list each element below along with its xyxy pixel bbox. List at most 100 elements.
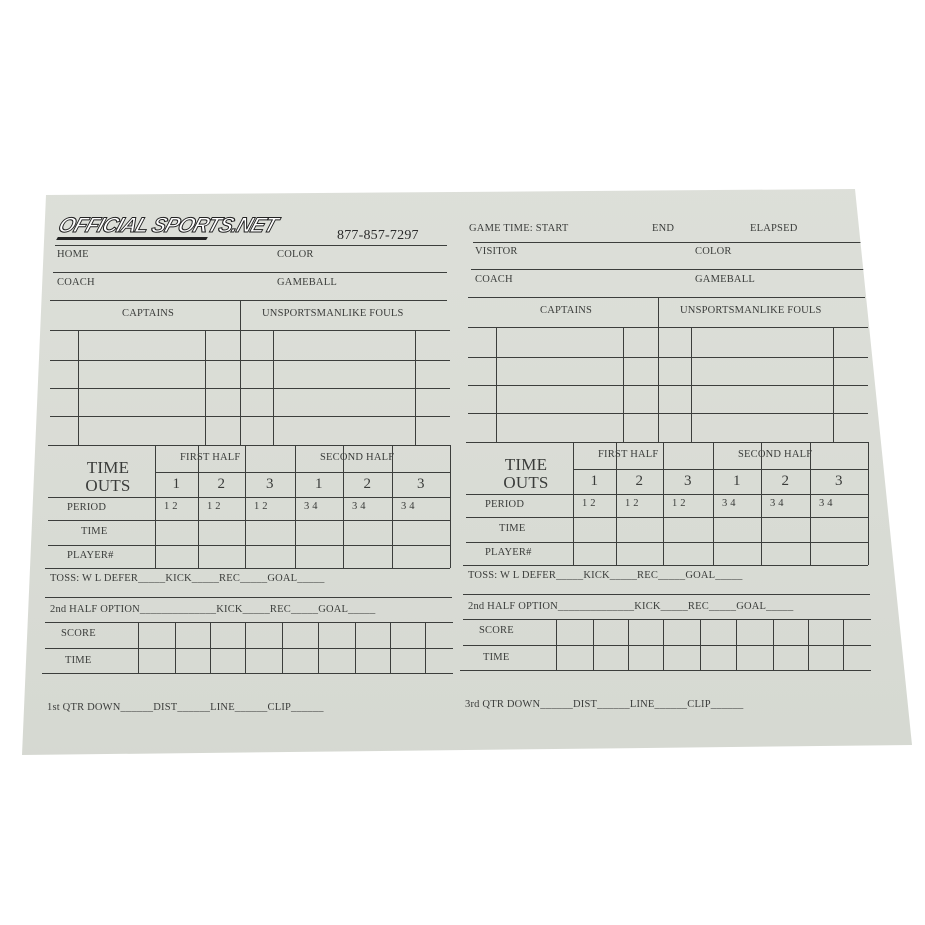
second-half-option-line: 2nd HALF OPTION______________KICK_____RE… <box>50 604 376 615</box>
grid-line <box>556 619 558 670</box>
rule-line <box>466 442 868 444</box>
timeout-number: 2 <box>781 473 790 489</box>
game-time-start-label: GAME TIME: START <box>469 223 569 234</box>
grid-line <box>450 445 452 568</box>
timeout-number: 1 <box>733 473 741 489</box>
rule-line <box>468 385 868 387</box>
first-half-label: FIRST HALF <box>180 452 241 463</box>
team-label: VISITOR <box>475 246 518 257</box>
rule-line <box>55 245 447 247</box>
team-label: HOME <box>57 249 89 260</box>
grid-line <box>623 327 625 442</box>
grid-line <box>318 622 320 673</box>
toss-line: TOSS: W L DEFER_____KICK_____REC_____GOA… <box>468 570 743 581</box>
grid-line <box>700 619 702 670</box>
grid-line <box>245 622 247 673</box>
time-label: TIME <box>499 523 526 534</box>
second-half-label: SECOND HALF <box>738 449 813 460</box>
color-label: COLOR <box>695 246 732 257</box>
period-number: 1 2 <box>582 498 596 509</box>
grid-line <box>343 445 345 568</box>
rule-line <box>45 568 450 570</box>
timeouts-label: TIME OUTS <box>85 458 131 495</box>
captains-label: CAPTAINS <box>540 305 593 316</box>
timeouts-label: TIME OUTS <box>503 455 549 492</box>
grid-line <box>663 442 665 565</box>
grid-line <box>355 622 357 673</box>
gameball-label: GAMEBALL <box>695 274 755 285</box>
period-number: 1 2 <box>672 498 686 509</box>
card-right-half: GAME TIME: START END ELAPSED VISITOR COLO… <box>460 189 893 755</box>
game-time-elapsed-label: ELAPSED <box>750 223 798 234</box>
grid-line <box>78 330 80 445</box>
grid-line <box>628 619 630 670</box>
grid-line <box>155 445 157 568</box>
period-number: 3 4 <box>819 498 833 509</box>
timeout-number: 1 <box>172 476 181 492</box>
timeout-number: 1 <box>590 473 599 489</box>
rule-line <box>50 300 447 302</box>
timeout-number: 3 <box>417 476 425 492</box>
grid-line <box>295 445 297 568</box>
brand-logo: OFFICIAL SPORTS.NET <box>55 214 281 238</box>
timeout-number: 2 <box>363 476 372 492</box>
grid-line <box>138 622 140 673</box>
timeout-number: 2 <box>635 473 644 489</box>
rule-line <box>53 272 447 274</box>
first-half-label: FIRST HALF <box>598 449 659 460</box>
grid-line <box>616 442 618 565</box>
grid-line <box>761 442 763 565</box>
first-qtr-line: 1st QTR DOWN______DIST______LINE______CL… <box>47 702 324 713</box>
period-number: 3 4 <box>304 501 318 512</box>
rule-line <box>50 388 450 390</box>
rule-line <box>466 542 868 544</box>
captains-label: CAPTAINS <box>122 308 175 319</box>
period-label: PERIOD <box>67 502 107 513</box>
rule-line <box>468 413 868 415</box>
score-time-label: TIME <box>483 652 510 663</box>
rule-line <box>463 594 870 596</box>
player-label: PLAYER# <box>485 547 532 558</box>
score-label: SCORE <box>61 628 96 639</box>
first-qtr-line: 3rd QTR DOWN______DIST______LINE______CL… <box>465 699 744 710</box>
grid-line <box>843 619 845 670</box>
grid-line <box>736 619 738 670</box>
period-number: 3 4 <box>401 501 415 512</box>
rule-line <box>45 597 452 599</box>
grid-line <box>658 297 660 442</box>
grid-line <box>415 330 417 445</box>
rule-line <box>463 619 871 621</box>
timeout-number: 2 <box>217 476 226 492</box>
player-label: PLAYER# <box>67 550 114 561</box>
rule-line <box>50 416 450 418</box>
rule-line <box>50 330 450 332</box>
grid-line <box>390 622 392 673</box>
logo-underline <box>56 237 208 240</box>
timeout-number: 1 <box>315 476 323 492</box>
score-time-label: TIME <box>65 655 92 666</box>
fouls-label: UNSPORTSMANLIKE FOULS <box>262 308 404 319</box>
second-half-option-line: 2nd HALF OPTION______________KICK_____RE… <box>468 601 794 612</box>
grid-line <box>245 445 247 568</box>
coach-label: COACH <box>475 274 513 285</box>
fouls-label: UNSPORTSMANLIKE FOULS <box>680 305 822 316</box>
rule-line <box>45 622 453 624</box>
rule-line <box>50 360 450 362</box>
grid-line <box>868 442 870 565</box>
grid-line <box>198 445 200 568</box>
gameball-label: GAMEBALL <box>277 277 337 288</box>
timeout-number: 3 <box>835 473 843 489</box>
rule-line <box>573 469 868 471</box>
rule-line <box>471 269 865 271</box>
grid-line <box>282 622 284 673</box>
color-label: COLOR <box>277 249 314 260</box>
rule-line <box>48 545 450 547</box>
rule-line <box>42 673 453 675</box>
grid-line <box>205 330 207 445</box>
period-number: 1 2 <box>164 501 178 512</box>
grid-line <box>496 327 498 442</box>
grid-line <box>593 619 595 670</box>
rule-line <box>48 445 450 447</box>
rule-line <box>468 327 868 329</box>
